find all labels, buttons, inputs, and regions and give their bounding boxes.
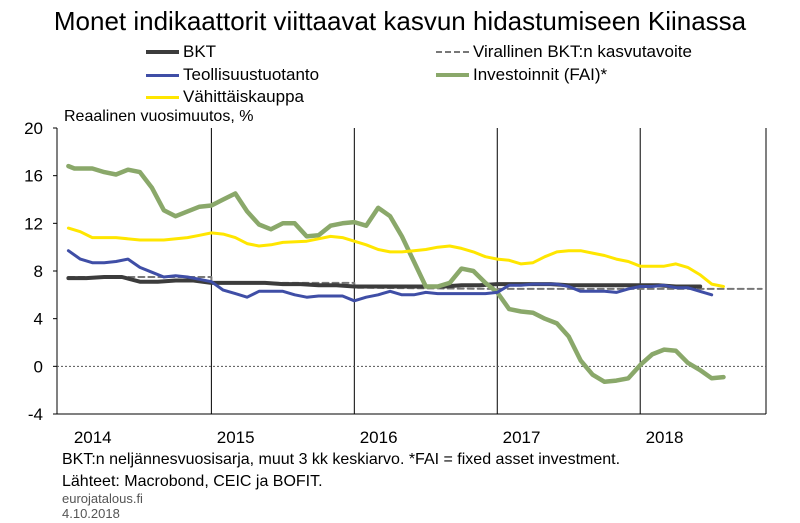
legend-item-fai: Investoinnit (FAI)* xyxy=(436,65,607,85)
y-tick-label: 4 xyxy=(34,310,43,329)
date-label: 4.10.2018 xyxy=(62,506,120,521)
x-tick-label: 2016 xyxy=(360,428,398,447)
legend-item-target: Virallinen BKT:n kasvutavoite xyxy=(436,42,692,62)
legend-label-fai: Investoinnit (FAI)* xyxy=(473,65,608,84)
x-tick-label: 2017 xyxy=(503,428,541,447)
y-tick-label: 16 xyxy=(24,167,43,186)
legend-label-retail: Vähittäiskauppa xyxy=(183,87,304,106)
axes xyxy=(53,127,767,415)
sources: Lähteet: Macrobond, CEIC ja BOFIT. xyxy=(62,473,323,490)
legend: BKT Teollisuustuotanto Vähittäiskauppa V… xyxy=(0,0,800,110)
gridlines xyxy=(210,128,641,414)
x-tick-label: 2014 xyxy=(74,428,112,447)
y-tick-label: 20 xyxy=(24,119,43,138)
legend-item-retail: Vähittäiskauppa xyxy=(146,87,304,107)
y-unit-label: Reaalinen vuosimuutos, % xyxy=(64,108,254,125)
legend-swatch-bkt xyxy=(146,50,179,54)
y-tick-label: -4 xyxy=(28,405,43,424)
legend-item-industry: Teollisuustuotanto xyxy=(146,65,319,85)
series-line-bkt xyxy=(66,275,703,289)
legend-label-bkt: BKT xyxy=(183,42,217,61)
tick-labels: -4 0 4 8 12 16 20 2014 2015 2016 2017 2018 xyxy=(24,119,683,447)
y-tick-label: 0 xyxy=(34,357,43,376)
footnote: BKT:n neljännesvuosisarja, muut 3 kk kes… xyxy=(62,451,621,468)
site-label: eurojatalous.fi xyxy=(62,491,143,506)
legend-swatch-retail xyxy=(146,95,179,99)
series-line-fai xyxy=(66,163,726,385)
legend-swatch-target xyxy=(436,51,469,53)
series-line-industry xyxy=(66,249,714,303)
x-tick-label: 2018 xyxy=(646,428,684,447)
y-tick-label: 8 xyxy=(34,262,43,281)
legend-label-industry: Teollisuustuotanto xyxy=(183,65,320,84)
chart-title: Monet indikaattorit viittaavat kasvun hi… xyxy=(53,6,747,36)
x-tick-label: 2015 xyxy=(217,428,255,447)
series-line-retail xyxy=(66,226,725,288)
legend-item-bkt: BKT xyxy=(146,42,216,62)
legend-swatch-industry xyxy=(146,73,179,77)
y-tick-label: 12 xyxy=(24,214,43,233)
legend-swatch-fai xyxy=(436,73,469,77)
series-lines xyxy=(66,163,763,385)
legend-label-target: Virallinen BKT:n kasvutavoite xyxy=(473,42,692,61)
